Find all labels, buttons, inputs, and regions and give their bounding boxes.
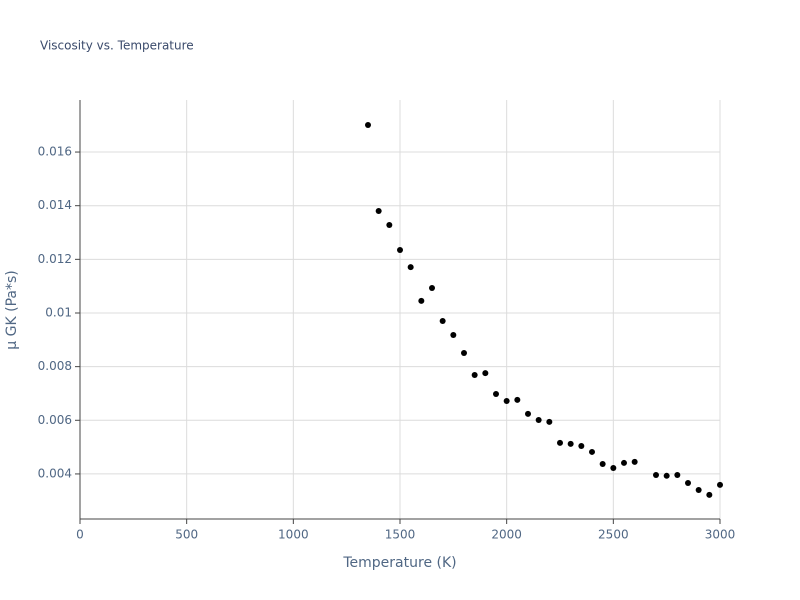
point (610, 465, 617, 472)
point (514, 396, 521, 403)
point (706, 491, 713, 498)
point (493, 390, 499, 397)
point (503, 397, 510, 404)
y-tick-label: 0.012 (38, 252, 72, 266)
y-tick-label: 0.008 (38, 359, 72, 373)
y-axis-label: μ GK (Pa*s) (4, 270, 20, 349)
point (599, 461, 606, 468)
point (461, 349, 467, 356)
y-tick-label: 0.016 (38, 145, 72, 159)
x-tick-label: 1000 (278, 528, 309, 542)
x-tick-label: 1500 (385, 528, 416, 542)
x-tick-label: 2500 (598, 528, 629, 542)
point (589, 448, 595, 455)
point (674, 472, 681, 479)
point (439, 318, 446, 325)
x-tick-label: 500 (175, 528, 198, 542)
y-tick-label: 0.004 (38, 466, 72, 480)
y-tick-label: 0.014 (38, 198, 72, 212)
point (429, 285, 435, 292)
point (450, 331, 457, 338)
x-tick-label: 0 (76, 528, 84, 542)
point (418, 297, 425, 304)
point (557, 439, 563, 446)
point (621, 459, 627, 466)
point (397, 246, 403, 253)
point (471, 371, 478, 378)
point (525, 410, 531, 417)
x-tick-label: 3000 (705, 528, 736, 542)
point (567, 440, 574, 447)
y-tick-label: 0.006 (38, 413, 72, 427)
point (717, 481, 723, 488)
point (546, 418, 553, 425)
point (365, 121, 371, 128)
point (663, 472, 670, 479)
point (375, 208, 382, 215)
x-axis-label: Temperature (K) (342, 555, 456, 571)
x-tick-label: 2000 (491, 528, 522, 542)
point (482, 370, 489, 377)
point (407, 264, 414, 271)
point (578, 443, 585, 450)
y-tick-label: 0.01 (45, 305, 72, 319)
point (653, 472, 659, 479)
point (685, 480, 691, 487)
chart-title: Viscosity vs. Temperature (40, 39, 194, 53)
point (631, 458, 638, 465)
point (695, 487, 702, 494)
point (386, 222, 393, 229)
point (535, 417, 542, 424)
